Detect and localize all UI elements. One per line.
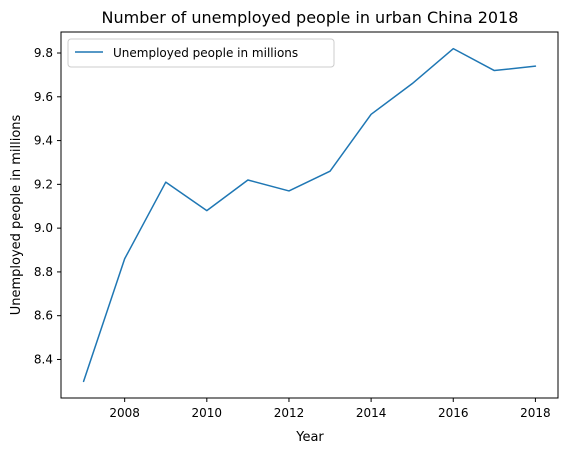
y-axis: 8.4 8.6 8.8 9.0 9.2 9.4 9.6 9.8: [34, 46, 61, 366]
legend-frame: [67, 38, 335, 68]
data-point: [123, 258, 125, 260]
data-point: [411, 82, 413, 84]
legend: Unemployed people in millions: [67, 38, 335, 68]
y-tick-label: 9.4: [34, 134, 53, 148]
data-point: [82, 380, 84, 382]
y-tick-label: 8.4: [34, 352, 53, 366]
y-tick-label: 9.0: [34, 221, 53, 235]
y-tick-label: 9.6: [34, 90, 53, 104]
legend-label: Unemployed people in millions: [113, 46, 298, 60]
chart-title: Number of unemployed people in urban Chi…: [102, 8, 519, 27]
x-axis-label: Year: [295, 430, 324, 445]
y-tick-label: 9.8: [34, 46, 53, 60]
data-point: [534, 65, 536, 67]
x-tick-label: 2014: [356, 406, 387, 420]
data-point: [247, 179, 249, 181]
data-point: [165, 181, 167, 183]
x-tick-label: 2012: [274, 406, 305, 420]
data-point: [329, 170, 331, 172]
y-tick-label: 8.6: [34, 309, 53, 323]
series-line: [82, 47, 537, 383]
data-point: [493, 69, 495, 71]
x-tick-label: 2008: [109, 406, 140, 420]
data-point: [288, 190, 290, 192]
data-point: [206, 209, 208, 211]
x-tick-label: 2018: [520, 406, 551, 420]
x-tick-label: 2010: [192, 406, 223, 420]
x-tick-label: 2016: [438, 406, 469, 420]
y-tick-label: 8.8: [34, 265, 53, 279]
plot-area-frame: [60, 31, 559, 399]
data-point: [452, 47, 454, 49]
x-axis: 2008 2010 2012 2014 2016 2018: [109, 398, 551, 420]
y-axis-label: Unemployed people in millions: [9, 114, 24, 315]
series-layer: [82, 47, 537, 383]
data-point: [370, 113, 372, 115]
y-tick-label: 9.2: [34, 177, 53, 191]
